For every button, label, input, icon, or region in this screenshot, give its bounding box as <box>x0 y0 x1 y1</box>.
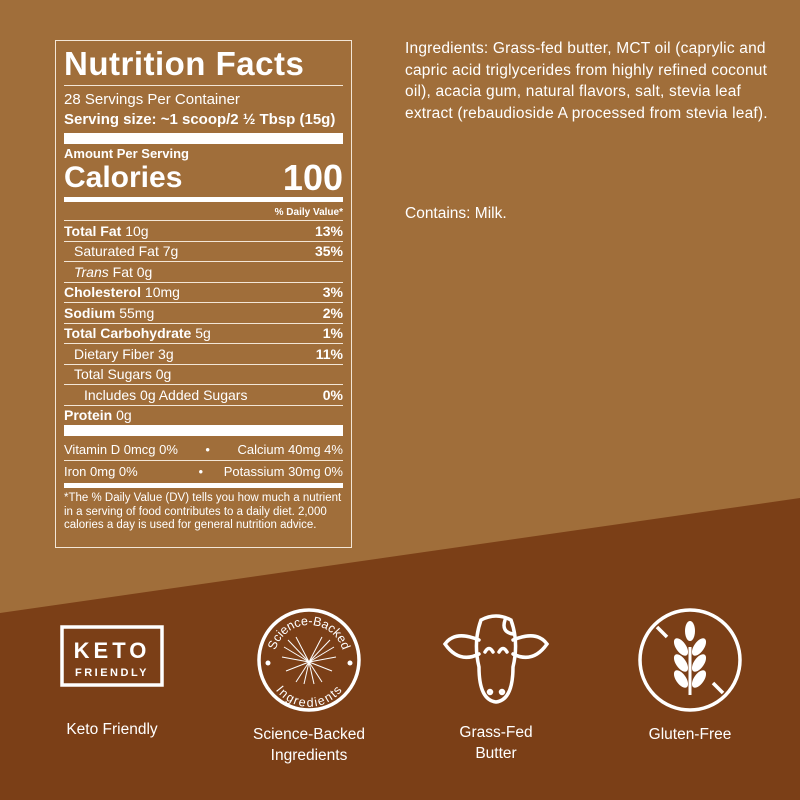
nutrient-row: Total Carbohydrate 5g 1% <box>64 322 343 344</box>
badge-label: Science-Backed Ingredients <box>252 726 365 764</box>
keto-badge-icon: KETO FRIENDLY <box>60 625 164 687</box>
calories-value: 100 <box>282 157 343 198</box>
badge-gluten-free: Gluten-Free <box>600 607 780 745</box>
no-wheat-icon <box>638 608 742 712</box>
servings-per-container: 28 Servings Per Container <box>64 91 240 108</box>
nutrient-row: Total Fat 10g 13% <box>64 220 343 241</box>
nutrient-row: Saturated Fat 7g 35% <box>64 240 343 262</box>
daily-value-header: % Daily Value* <box>274 206 343 218</box>
calories-label: Calories <box>64 161 183 194</box>
svg-text:Ingredients: Ingredients <box>273 683 344 710</box>
vitamin-row: Vitamin D 0mcg 0% • Calcium 40mg 4% <box>64 442 343 457</box>
svg-text:FRIENDLY: FRIENDLY <box>75 667 149 679</box>
allergen-text: Contains: Milk. <box>405 205 507 222</box>
nutrient-row: Includes 0g Added Sugars 0% <box>64 384 343 405</box>
nutrient-row: Sodium 55mg 2% <box>64 302 343 323</box>
footnote: *The % Daily Value (DV) tells you how mu… <box>64 492 342 531</box>
amount-per-serving: Amount Per Serving <box>64 146 189 161</box>
cow-icon <box>442 614 550 704</box>
divider <box>64 483 343 488</box>
badge-label: Grass-Fed Butter <box>459 724 533 762</box>
badge-keto-friendly: KETO FRIENDLY Keto Friendly <box>22 625 202 740</box>
svg-text:KETO: KETO <box>74 638 151 663</box>
divider <box>64 425 343 436</box>
nutrient-row: Dietary Fiber 3g 11% <box>64 343 343 364</box>
ingredients-text: Ingredients: Grass-fed butter, MCT oil (… <box>405 40 768 122</box>
label-title: Nutrition Facts <box>64 45 305 82</box>
divider <box>64 197 343 202</box>
vitamin-row: Iron 0mg 0% • Potassium 30mg 0% <box>64 460 343 481</box>
nutrition-facts-label: Nutrition Facts 28 Servings Per Containe… <box>55 40 352 548</box>
nutrient-row: Cholesterol 10mg 3% <box>64 281 343 303</box>
badge-label: Gluten-Free <box>648 726 732 743</box>
nutrient-row: Trans Fat 0g <box>64 261 343 282</box>
divider <box>64 133 343 144</box>
calories-row: Calories 100 <box>64 157 343 198</box>
badge-label: Keto Friendly <box>66 721 158 738</box>
nutrient-row: Protein 0g <box>64 404 343 426</box>
science-seal-icon: Science-Backed Ingredients <box>257 608 361 712</box>
badge-science-backed: Science-Backed Ingredients Science-Backe… <box>219 607 399 766</box>
badge-grass-fed-butter: Grass-Fed Butter <box>406 612 586 764</box>
serving-size: Serving size: ~1 scoop/2 ½ Tbsp (15g) <box>64 111 336 128</box>
nutrient-row: Total Sugars 0g <box>64 363 343 385</box>
